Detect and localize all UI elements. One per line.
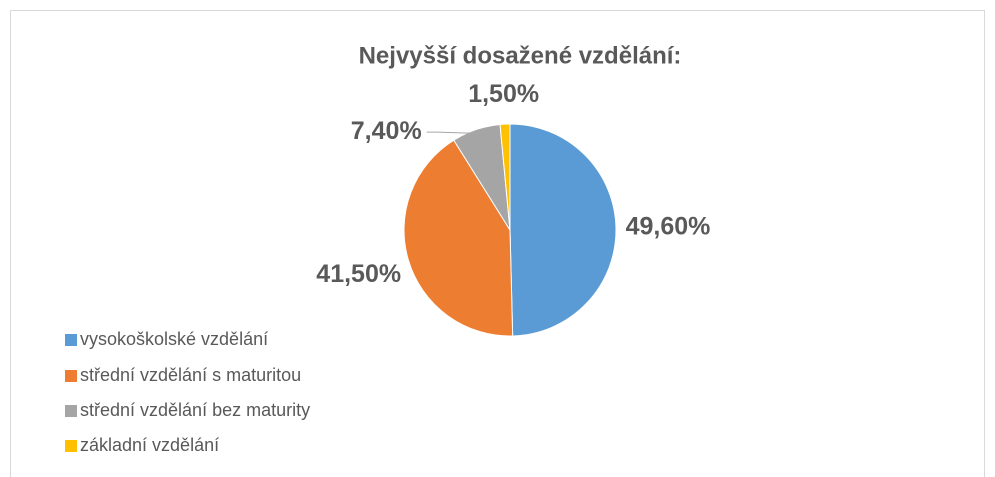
legend-swatch — [65, 334, 77, 346]
legend-swatch — [65, 370, 77, 382]
leader-line — [426, 131, 478, 134]
legend-swatch — [65, 440, 77, 452]
chart-border — [10, 10, 985, 477]
pie-slice — [499, 123, 511, 231]
data-label: 41,50% — [316, 260, 401, 288]
data-label: 7,40% — [351, 117, 422, 145]
pie-slice — [403, 139, 514, 337]
legend-swatch — [65, 405, 77, 417]
chart-title: Nejvyšší dosažené vzdělání: — [359, 42, 682, 69]
legend-label: střední vzdělání s maturitou — [80, 365, 301, 385]
data-label: 49,60% — [626, 213, 711, 241]
legend-label: vysokoškolské vzdělání — [80, 329, 268, 349]
legend-label: základní vzdělání — [80, 435, 219, 455]
data-label: 1,50% — [468, 80, 539, 108]
pie-slice — [509, 123, 617, 337]
legend-label: střední vzdělání bez maturity — [80, 400, 310, 420]
